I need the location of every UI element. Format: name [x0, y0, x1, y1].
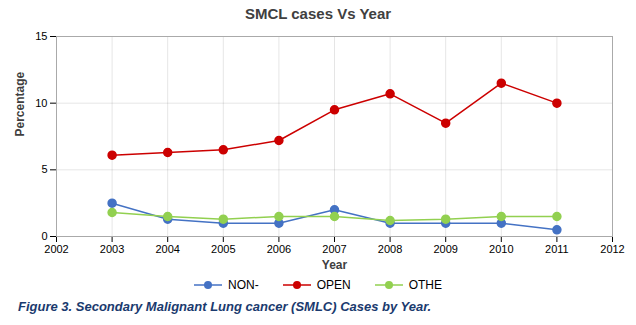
svg-text:2006: 2006 — [267, 243, 291, 255]
html-text:OTHE: OTHE — [408, 278, 442, 292]
svg-text:2002: 2002 — [44, 243, 68, 255]
svg-text:2011: 2011 — [545, 243, 569, 255]
svg-text:2009: 2009 — [433, 243, 457, 255]
html-text:SMCL cases Vs Year: SMCL cases Vs Year — [244, 5, 392, 22]
svg-text:5: 5 — [41, 163, 47, 175]
html-text:OPEN: OPEN — [316, 278, 351, 292]
svg-text:Percentage: Percentage — [13, 71, 27, 136]
svg-text:2010: 2010 — [489, 243, 513, 255]
svg-text:Year: Year — [322, 258, 348, 272]
html-text:Figure 3. Secondary Malignant: Figure 3. Secondary Malignant Lung cance… — [18, 299, 432, 314]
svg-text:2004: 2004 — [155, 243, 179, 255]
html-text:NON-: NON- — [228, 278, 259, 292]
svg-text:2007: 2007 — [322, 243, 346, 255]
svg-text:2005: 2005 — [211, 243, 235, 255]
svg-text:0: 0 — [41, 230, 47, 242]
svg-text:2003: 2003 — [100, 243, 124, 255]
svg-text:2008: 2008 — [378, 243, 402, 255]
svg-text:10: 10 — [35, 97, 47, 109]
svg-text:2012: 2012 — [600, 243, 624, 255]
svg-text:15: 15 — [35, 30, 47, 42]
